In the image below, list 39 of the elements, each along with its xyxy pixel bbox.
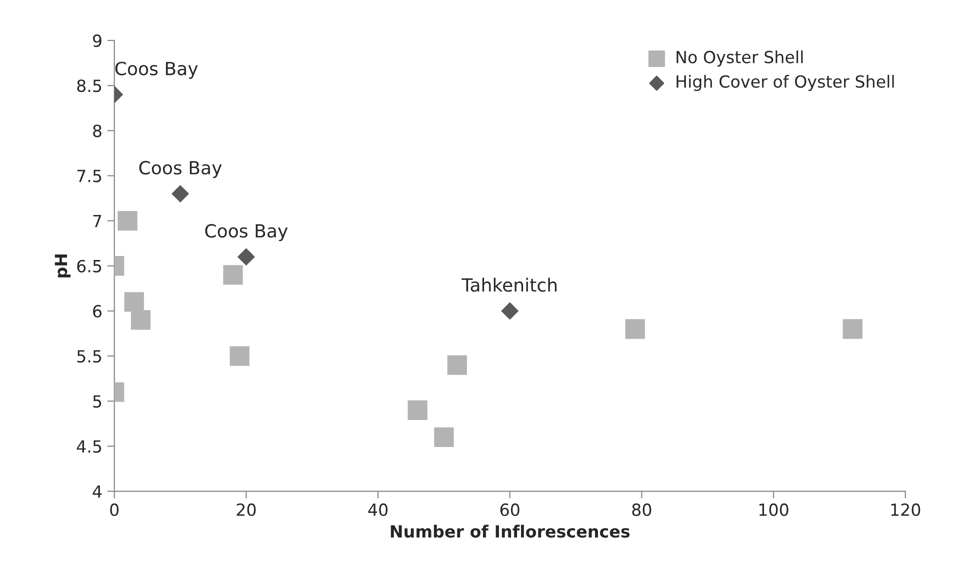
- y-tick-label: 6.5: [77, 260, 102, 272]
- y-tick-label: 5.5: [77, 350, 102, 363]
- y-axis-title: pH: [54, 254, 70, 278]
- point: [434, 427, 454, 448]
- y-tick-label: 8: [93, 124, 102, 138]
- point: [625, 319, 645, 339]
- annotation: Coos Bay: [139, 160, 222, 178]
- y-tick-label: 8.5: [77, 80, 102, 92]
- y-tick-label: 6: [93, 304, 102, 318]
- x-tick-label: 120: [891, 503, 920, 516]
- x-tick-label: 100: [759, 503, 788, 516]
- x-axis-title: Number of Inflorescences: [390, 524, 630, 538]
- point: [501, 302, 519, 320]
- point: [447, 355, 467, 375]
- point: [124, 292, 144, 312]
- x-tick-label: 0: [110, 503, 119, 516]
- annotation: Coos Bay: [115, 62, 198, 79]
- y-tick-label: 9: [93, 34, 102, 48]
- legend-label: High Cover of Oyster Shell: [676, 74, 894, 92]
- y-tick-label: 5: [93, 395, 102, 408]
- point: [408, 400, 428, 420]
- y-tick-label: 7.5: [77, 170, 102, 182]
- point: [237, 248, 255, 266]
- x-tick-label: 60: [500, 503, 520, 516]
- point: [223, 265, 243, 285]
- point: [230, 346, 250, 366]
- point: [171, 184, 190, 203]
- x-tick-label: 80: [632, 503, 652, 516]
- annotation: Coos Bay: [205, 224, 288, 242]
- legend-label: No Oyster Shell: [676, 50, 803, 67]
- point: [842, 319, 862, 339]
- point: [118, 210, 138, 231]
- x-tick-label: 20: [236, 503, 256, 516]
- x-tick-label: 40: [368, 503, 388, 516]
- y-tick-label: 7: [93, 214, 102, 228]
- y-tick-label: 4: [92, 485, 102, 498]
- y-tick-label: 4.5: [76, 440, 102, 453]
- point: [130, 310, 151, 330]
- annotation: Tahkenitch: [462, 278, 557, 292]
